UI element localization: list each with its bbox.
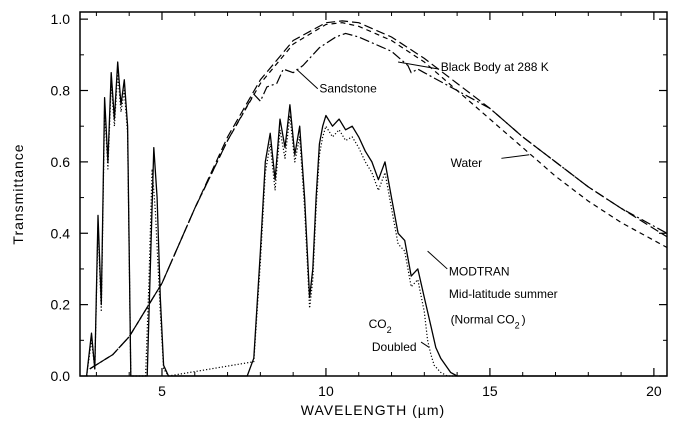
annotation-label: CO2	[369, 317, 392, 335]
annotation-label: Doubled	[372, 340, 417, 354]
tick-labels: 5 10 15 20 0.0 0.2 0.4 0.6 0.8 1.0	[51, 11, 662, 399]
annotation-leaders	[296, 61, 530, 348]
annotations: Black Body at 288 K Sandstone Water MODTRAN…	[319, 60, 557, 354]
annotation-leader-line	[501, 154, 530, 159]
y-tick-label: 0.2	[51, 297, 71, 313]
annotation-label: Black Body at 288 K	[441, 60, 549, 74]
annotation-leader-line	[427, 250, 448, 270]
annotation-label: MODTRAN	[449, 264, 510, 278]
y-tick-label: 0.0	[51, 368, 71, 384]
y-axis-title: Transmittance	[10, 143, 26, 244]
plot-frame	[79, 11, 668, 377]
x-tick-label: 20	[646, 383, 662, 399]
x-tick-label: 10	[318, 383, 334, 399]
annotation-label: (Normal CO2)	[451, 313, 526, 331]
y-tick-label: 0.4	[51, 225, 71, 241]
series-line-dotted	[86, 72, 458, 377]
x-axis-title: WAVELENGTH (µm)	[301, 402, 445, 418]
series-line-long-dash	[89, 20, 668, 370]
y-tick-label: 0.6	[51, 154, 71, 170]
annotation-label: Water	[451, 156, 483, 170]
series-line-solid	[85, 61, 654, 377]
series-line-dash-dot	[89, 32, 668, 370]
annotation-leader-line	[398, 61, 440, 70]
x-tick-label: 5	[158, 383, 166, 399]
annotation-leader-line	[420, 341, 430, 348]
annotation-label: Sandstone	[319, 81, 377, 95]
series-lines	[85, 20, 668, 377]
x-tick-label: 15	[482, 383, 498, 399]
series-line-short-dash	[89, 22, 668, 370]
y-tick-label: 0.8	[51, 83, 71, 99]
y-tick-label: 1.0	[51, 11, 71, 27]
annotation-leader-line	[296, 68, 319, 90]
annotation-label: Mid-latitude summer	[449, 287, 558, 301]
tick-marks	[80, 12, 667, 377]
